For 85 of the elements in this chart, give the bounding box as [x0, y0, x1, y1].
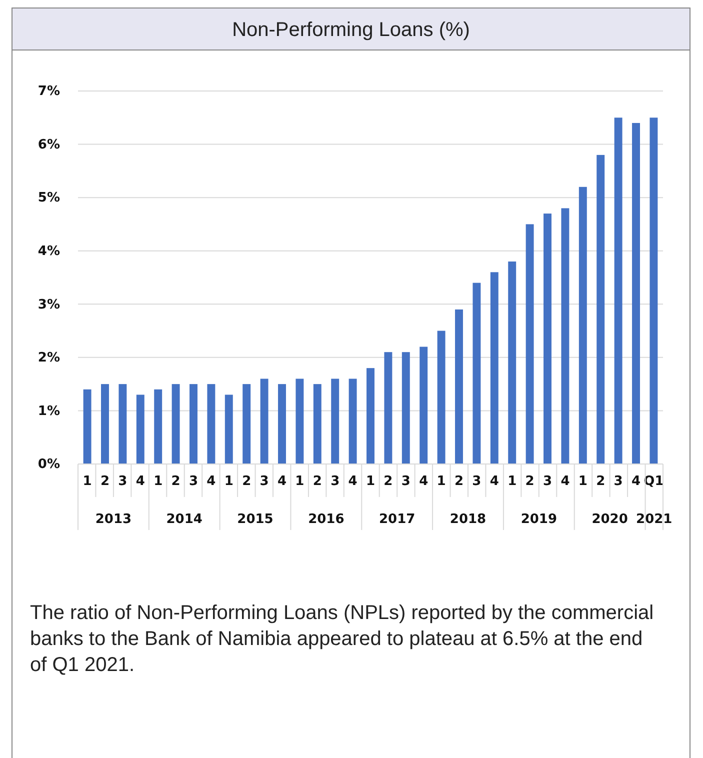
bar: [172, 384, 180, 464]
x-tick-label: 1: [508, 474, 517, 490]
bar: [348, 378, 357, 464]
bar: [384, 352, 392, 464]
x-tick-label: 4: [136, 474, 145, 490]
x-tick-label: 3: [260, 474, 269, 490]
bar: [578, 186, 587, 464]
bar: [402, 352, 410, 464]
x-tick-label: 2: [384, 474, 393, 490]
bar: [366, 368, 374, 464]
bar: [242, 384, 251, 464]
x-tick-label: 1: [578, 474, 588, 490]
bar: [154, 389, 162, 464]
x-tick-label: 4: [490, 474, 499, 490]
bar: [596, 154, 605, 464]
text: 2017: [378, 512, 416, 527]
text: 2020: [592, 512, 628, 527]
x-tick-label: Q1: [644, 474, 664, 490]
x-tick-label: 3: [472, 474, 482, 490]
x-tick-label: 4: [277, 474, 287, 490]
bar: [650, 118, 658, 464]
bar: [526, 224, 534, 464]
y-tick-label: 1%: [38, 404, 60, 419]
y-tick-label: 0%: [38, 457, 60, 472]
x-tick-label: 3: [542, 474, 552, 490]
text: 2015: [237, 512, 274, 527]
bar: [437, 330, 446, 464]
y-tick-label: 2%: [38, 350, 60, 366]
x-tick-label: 2: [312, 474, 322, 490]
text: 2018: [450, 512, 486, 527]
bar: [136, 394, 144, 464]
bar: [207, 384, 216, 464]
x-tick-label: 1: [295, 474, 304, 490]
bar: [508, 262, 516, 464]
text: 2021: [636, 512, 672, 527]
x-tick-label: 2: [596, 474, 606, 490]
x-tick-label: 2: [171, 474, 180, 490]
bar: [331, 378, 340, 464]
bar: [224, 394, 233, 464]
bar: [561, 208, 570, 464]
x-tick-label: 2: [100, 474, 110, 490]
text: 2013: [95, 512, 132, 527]
x-tick-label: 4: [206, 474, 216, 490]
x-tick-label: 2: [454, 474, 464, 490]
bar: [632, 122, 640, 464]
x-tick-label: 3: [614, 474, 623, 490]
bar: [278, 384, 286, 464]
y-tick-label: 6%: [38, 137, 60, 152]
x-tick-label: 2: [242, 474, 252, 490]
x-tick-label: 4: [348, 474, 358, 490]
chart-title: Non-Performing Loans (%): [232, 19, 470, 41]
x-tick-label: 1: [366, 474, 376, 490]
x-tick-label: 1: [154, 474, 163, 490]
bar: [190, 384, 198, 464]
y-tick-label: 5%: [38, 190, 60, 206]
text: 2016: [308, 512, 344, 527]
x-tick-label: 4: [631, 474, 641, 490]
bar: [313, 384, 322, 464]
x-tick-label: 2: [525, 474, 534, 490]
text: The ratio of Non-Performing Loans (NPLs) reported by the commercial banks to the Bank of Namibia appeared to plateau at 6.5% at the end of Q1 2021.: [30, 601, 655, 678]
bar: [260, 378, 268, 464]
bar: [614, 118, 622, 464]
y-tick-label: 7%: [38, 84, 60, 100]
y-tick-label: 4%: [38, 244, 60, 260]
bar: [472, 282, 481, 464]
y-tick-label: 3%: [38, 297, 60, 312]
x-tick-label: 3: [188, 474, 198, 490]
x-tick-label: 1: [82, 474, 92, 490]
x-tick-label: 3: [118, 474, 128, 490]
bar: [118, 384, 127, 464]
text: 2014: [166, 512, 202, 527]
bar: [101, 384, 109, 464]
bar: [455, 309, 463, 464]
bar: [490, 272, 498, 464]
text: 2019: [520, 512, 558, 527]
x-tick-label: 3: [401, 474, 410, 490]
bar: [296, 378, 304, 464]
bar: [420, 346, 428, 464]
x-tick-label: 4: [419, 474, 428, 490]
bar: [544, 214, 552, 464]
x-tick-label: 1: [224, 474, 234, 490]
bar: [83, 389, 92, 464]
x-tick-label: 1: [436, 474, 446, 490]
x-tick-label: 4: [560, 474, 570, 490]
x-tick-label: 3: [330, 474, 340, 490]
